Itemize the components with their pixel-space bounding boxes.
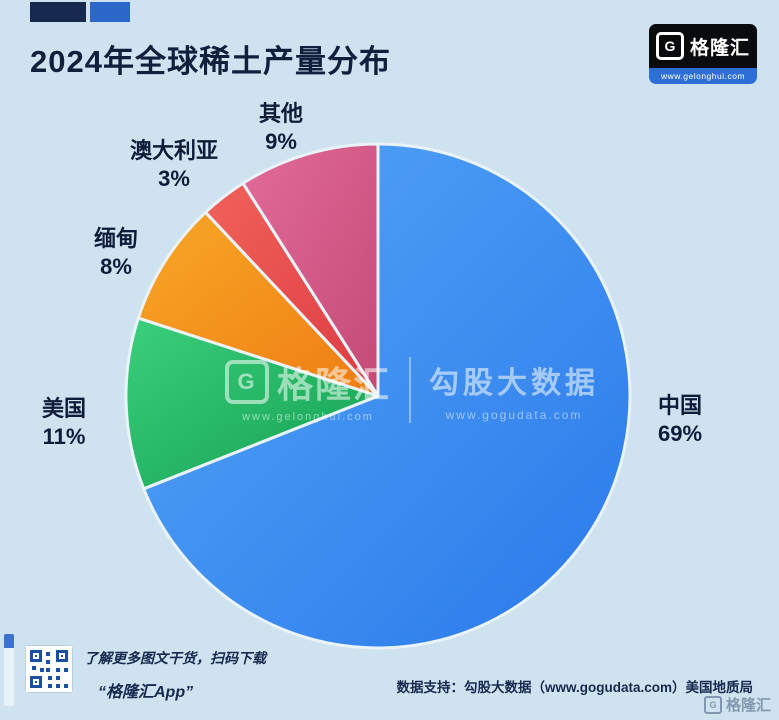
data-source-note: 数据支持：勾股大数据（www.gogudata.com）美国地质局 [396, 680, 753, 695]
pie-label-myanmar: 缅甸 8% [94, 225, 138, 281]
pie-label-australia-pct: 3% [158, 166, 190, 191]
deco-bar-blue [90, 2, 130, 22]
caption-line2: “格隆汇App” [98, 684, 194, 701]
pie-label-others-pct: 9% [265, 129, 297, 154]
corner-watermark: G 格隆汇 [703, 694, 771, 715]
qr-code [26, 646, 72, 692]
pie-label-australia-name: 澳大利亚 [129, 138, 219, 163]
qr-pattern-icon [26, 646, 72, 692]
gelonghui-g-icon: G [655, 32, 684, 60]
pie-slice-china [142, 142, 632, 650]
pie-label-china: 中国 69% [658, 392, 702, 448]
pie-slice-myanmar [136, 210, 380, 398]
pie-label-others-name: 其他 [258, 101, 304, 126]
pie-label-china-name: 中国 [657, 393, 703, 418]
page-title: 2024年全球稀土产量分布 [30, 44, 391, 79]
brand-name: 格隆汇 [689, 37, 750, 59]
pie-label-usa-name: 美国 [41, 396, 87, 421]
caption-line1: 了解更多图文干货，扫码下载 [84, 650, 266, 666]
corner-brand: 格隆汇 [725, 697, 771, 714]
pie-label-australia: 澳大利亚 3% [130, 137, 218, 193]
corner-g-icon: G [703, 695, 722, 714]
brand-badge: G 格隆汇 www.gelonghui.com [649, 24, 757, 84]
app-captions: 了解更多图文干货，扫码下载 “格隆汇App” [84, 648, 266, 702]
pie-label-usa: 美国 11% [42, 395, 86, 451]
pie-slice-others [241, 142, 380, 398]
gelonghui-logo: G 格隆汇 [649, 24, 757, 68]
pie-label-china-pct: 69% [657, 421, 703, 446]
deco-bar-dark [30, 2, 86, 22]
pie-label-myanmar-pct: 8% [100, 254, 132, 279]
pie-label-others: 其他 9% [259, 100, 303, 156]
left-edge-banner [4, 634, 14, 706]
brand-url: www.gelonghui.com [649, 68, 757, 84]
pie-label-usa-pct: 11% [42, 424, 86, 449]
pie-label-myanmar-name: 缅甸 [93, 226, 139, 251]
